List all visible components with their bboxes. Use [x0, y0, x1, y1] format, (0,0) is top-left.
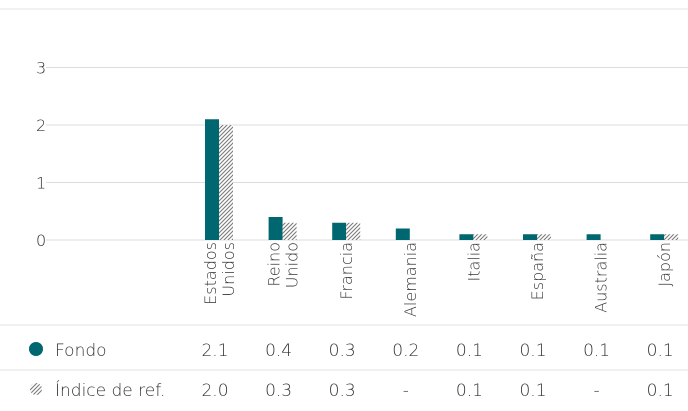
- category-label: Estados Unidos: [201, 242, 238, 305]
- category-label-line: España: [528, 242, 547, 300]
- y-tick-labels: 0 1 2 3: [36, 59, 46, 251]
- gridlines: [46, 67, 688, 241]
- table-value: 0.1: [647, 381, 674, 401]
- category-label: Francia: [337, 242, 356, 300]
- table-value: 0.1: [456, 341, 483, 361]
- category-label-line: Estados: [201, 242, 220, 305]
- legend-marker-fondo: [29, 342, 43, 356]
- table-value: 0.1: [519, 341, 546, 361]
- category-label-line: Italia: [464, 242, 483, 282]
- legend-marker-indice: [30, 383, 42, 395]
- table-value: 0.3: [265, 381, 292, 401]
- table-value: 2.0: [201, 381, 228, 401]
- bar-fondo: [268, 217, 283, 240]
- table-value: 2.1: [201, 341, 228, 361]
- category-label: Alemania: [401, 242, 420, 317]
- bar-fondo: [332, 222, 347, 240]
- category-label: España: [528, 242, 547, 300]
- legend-table: Fondo 2.1 0.4 0.3 0.2 0.1 0.1 0.1 0.1 Índice de r…: [0, 324, 688, 401]
- y-tick-label: 2: [36, 116, 46, 135]
- bars: [205, 119, 679, 240]
- table-value: 0.4: [265, 341, 292, 361]
- category-label: Japón: [655, 242, 674, 287]
- bar-indice: [473, 234, 488, 240]
- bar-indice: [346, 222, 361, 240]
- category-label: Italia: [464, 242, 483, 282]
- bar-fondo: [586, 234, 601, 240]
- category-label-line: Japón: [655, 242, 674, 287]
- category-label: Reino Unido: [265, 242, 302, 288]
- table-value: 0.1: [519, 381, 546, 401]
- table-value: 0.3: [329, 341, 356, 361]
- category-label: Australia: [592, 242, 611, 313]
- y-tick-label: 1: [36, 174, 46, 193]
- table-value: -: [403, 381, 409, 401]
- y-tick-label: 3: [36, 59, 46, 78]
- category-label-line: Francia: [337, 242, 356, 300]
- bar-indice: [282, 222, 297, 240]
- category-label-line: Alemania: [401, 242, 420, 317]
- legend-series-name: Fondo: [55, 341, 107, 361]
- table-value: 0.1: [456, 381, 483, 401]
- bar-indice: [537, 234, 551, 240]
- table-value: 0.1: [583, 341, 610, 361]
- category-label-line: Reino: [265, 242, 284, 287]
- bar-indice: [219, 125, 233, 240]
- table-value: -: [594, 381, 600, 401]
- category-labels: Estados Unidos Reino Unido Francia Alemania It…: [201, 242, 674, 317]
- bar-fondo: [523, 234, 537, 240]
- bar-fondo: [395, 228, 410, 240]
- table-value: 0.3: [329, 381, 356, 401]
- table-value: 0.1: [647, 341, 674, 361]
- y-tick-label: 0: [36, 231, 46, 250]
- category-label-line: Australia: [592, 242, 611, 313]
- table-value: 0.2: [392, 341, 419, 361]
- legend-series-name: Índice de ref.: [55, 379, 165, 401]
- bar-fondo: [650, 234, 665, 240]
- bar-fondo: [459, 234, 474, 240]
- bar-indice: [664, 234, 679, 240]
- bar-fondo: [205, 119, 219, 240]
- category-label-line: Unidos: [219, 242, 238, 297]
- category-label-line: Unido: [283, 242, 302, 288]
